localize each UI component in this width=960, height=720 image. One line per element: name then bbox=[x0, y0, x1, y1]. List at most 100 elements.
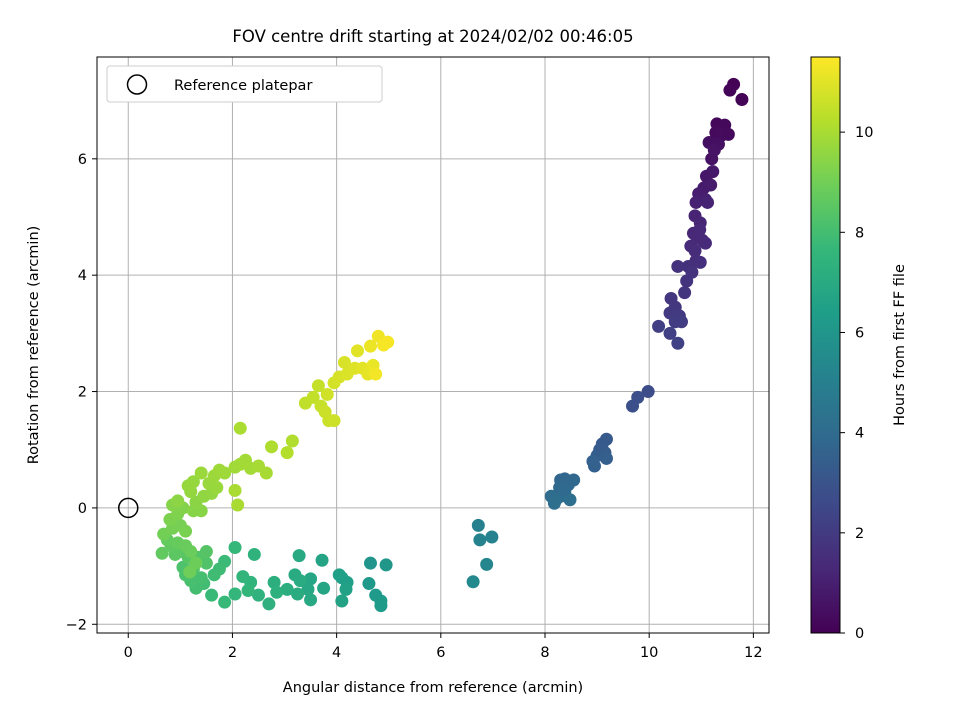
x-tick-label: 12 bbox=[744, 645, 762, 661]
colorbar-tick-label: 2 bbox=[855, 526, 864, 542]
data-point bbox=[671, 336, 685, 350]
x-axis-label: Angular distance from reference (arcmin) bbox=[283, 680, 583, 696]
y-tick-label: 2 bbox=[78, 385, 87, 401]
data-point bbox=[212, 463, 226, 477]
data-point bbox=[698, 236, 712, 250]
data-point bbox=[228, 587, 242, 601]
data-point bbox=[280, 446, 294, 460]
y-tick-label: 4 bbox=[78, 268, 87, 284]
data-point bbox=[369, 367, 383, 381]
data-point bbox=[301, 582, 315, 596]
colorbar-tick-label: 10 bbox=[855, 125, 873, 141]
data-point bbox=[231, 498, 245, 512]
data-point bbox=[205, 588, 219, 602]
data-point bbox=[183, 565, 197, 579]
data-point bbox=[688, 244, 702, 258]
colorbar: 0 2 4 6 8 10 Hours from first FF file bbox=[810, 56, 908, 642]
data-point bbox=[262, 597, 276, 611]
x-tick-label: 10 bbox=[640, 645, 658, 661]
data-point bbox=[304, 572, 318, 586]
data-point bbox=[317, 581, 331, 595]
colorbar-gradient bbox=[810, 56, 841, 634]
data-point bbox=[663, 326, 677, 340]
data-point bbox=[547, 496, 561, 510]
data-point bbox=[306, 390, 320, 404]
x-tick-label: 0 bbox=[124, 645, 133, 661]
x-axis: 0 2 4 6 8 10 12 bbox=[124, 633, 763, 661]
data-point bbox=[265, 440, 279, 454]
data-point bbox=[194, 466, 208, 480]
data-point bbox=[339, 582, 353, 596]
data-point bbox=[723, 83, 737, 97]
data-point bbox=[181, 479, 195, 493]
colorbar-tick-label: 8 bbox=[855, 225, 864, 241]
y-axis: −2 0 2 4 6 bbox=[66, 152, 97, 633]
data-point bbox=[652, 319, 666, 333]
data-point bbox=[466, 575, 480, 589]
data-point bbox=[626, 399, 640, 413]
scatter-points bbox=[155, 77, 749, 613]
data-point bbox=[194, 571, 208, 585]
data-point bbox=[171, 494, 185, 508]
data-point bbox=[247, 547, 261, 561]
reference-platepar-marker bbox=[118, 497, 139, 519]
data-point bbox=[270, 585, 284, 599]
data-point bbox=[586, 454, 600, 468]
data-point bbox=[218, 595, 232, 609]
colorbar-tick-label: 0 bbox=[855, 626, 864, 642]
data-point bbox=[363, 339, 377, 353]
y-tick-label: 6 bbox=[78, 152, 87, 168]
data-point bbox=[363, 556, 377, 570]
y-axis-label: Rotation from reference (arcmin) bbox=[26, 226, 42, 465]
plot-background bbox=[97, 57, 769, 633]
legend-box bbox=[106, 65, 383, 103]
data-point bbox=[292, 549, 306, 563]
legend-label-reference-platepar: Reference platepar bbox=[174, 78, 312, 94]
x-tick-label: 4 bbox=[332, 645, 341, 661]
data-point bbox=[241, 584, 255, 598]
data-point bbox=[291, 587, 305, 601]
data-point bbox=[179, 524, 193, 538]
data-point bbox=[304, 593, 318, 607]
data-point bbox=[374, 599, 388, 613]
data-point bbox=[641, 385, 655, 399]
data-point bbox=[668, 315, 682, 329]
x-tick-label: 2 bbox=[228, 645, 237, 661]
x-tick-label: 8 bbox=[540, 645, 549, 661]
data-point bbox=[184, 545, 198, 559]
data-point bbox=[311, 379, 325, 393]
data-point bbox=[379, 558, 393, 572]
data-point bbox=[599, 451, 613, 465]
data-point bbox=[293, 574, 307, 588]
data-point bbox=[228, 540, 242, 554]
data-point bbox=[671, 259, 685, 273]
data-point bbox=[233, 421, 247, 435]
colorbar-tick-label: 4 bbox=[855, 426, 864, 442]
data-point bbox=[735, 92, 749, 106]
data-point bbox=[678, 286, 692, 300]
data-point bbox=[680, 274, 694, 288]
data-point bbox=[210, 481, 224, 495]
data-point bbox=[318, 405, 332, 419]
data-point bbox=[721, 127, 735, 141]
data-point bbox=[473, 533, 487, 547]
data-point bbox=[689, 195, 703, 209]
data-point bbox=[471, 518, 485, 532]
data-point bbox=[563, 493, 577, 507]
data-point bbox=[362, 577, 376, 591]
data-point bbox=[228, 483, 242, 497]
data-point bbox=[704, 178, 718, 192]
plot-area bbox=[96, 56, 770, 634]
y-tick-label: −2 bbox=[66, 617, 87, 633]
data-point bbox=[706, 165, 720, 179]
plot-frame bbox=[96, 56, 770, 634]
data-point bbox=[199, 545, 213, 559]
legend: Reference platepar bbox=[106, 65, 383, 103]
data-point bbox=[350, 344, 364, 358]
colorbar-ticks: 0 2 4 6 8 10 bbox=[840, 125, 873, 642]
data-point bbox=[267, 575, 281, 589]
data-point bbox=[335, 594, 349, 608]
data-point bbox=[251, 588, 265, 602]
data-point bbox=[327, 414, 341, 428]
data-point bbox=[285, 434, 299, 448]
